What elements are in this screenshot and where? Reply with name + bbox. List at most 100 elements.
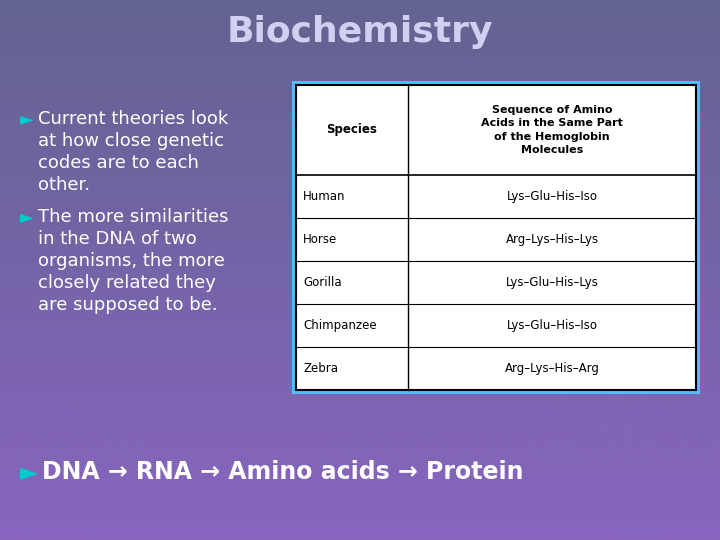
Text: Horse: Horse [303, 233, 337, 246]
Bar [0, 465, 720, 472]
Bar [0, 47, 720, 54]
Bar [0, 291, 720, 297]
Bar [0, 372, 720, 378]
Bar [0, 162, 720, 168]
Text: ►: ► [20, 460, 38, 484]
Bar [0, 115, 720, 122]
Bar [0, 87, 720, 94]
Text: Gorilla: Gorilla [303, 276, 341, 289]
Bar [0, 330, 720, 338]
Bar [0, 459, 720, 465]
Bar [0, 399, 720, 405]
Text: Sequence of Amino
Acids in the Same Part
of the Hemoglobin
Molecules: Sequence of Amino Acids in the Same Part… [481, 105, 623, 155]
Bar [0, 472, 720, 480]
Bar [0, 480, 720, 486]
Bar [0, 60, 720, 68]
Bar [0, 351, 720, 357]
Text: organisms, the more: organisms, the more [38, 252, 225, 270]
Bar [0, 68, 720, 74]
Bar [0, 411, 720, 418]
Text: Lys–Glu–His–Iso: Lys–Glu–His–Iso [506, 190, 598, 203]
Text: Current theories look: Current theories look [38, 110, 228, 128]
Bar [0, 74, 720, 81]
Bar [0, 183, 720, 189]
Bar [0, 216, 720, 222]
Bar [0, 202, 720, 209]
Text: are supposed to be.: are supposed to be. [38, 296, 217, 314]
Text: Chimpanzee: Chimpanzee [303, 319, 377, 332]
Bar [0, 33, 720, 40]
Bar [0, 492, 720, 500]
Bar [0, 122, 720, 128]
Bar [0, 94, 720, 102]
Text: Lys–Glu–His–Iso: Lys–Glu–His–Iso [506, 319, 598, 332]
Bar [0, 418, 720, 426]
Bar [0, 6, 720, 14]
Bar [296, 85, 696, 390]
Text: at how close genetic: at how close genetic [38, 132, 224, 150]
Bar [0, 270, 720, 276]
Text: ►: ► [20, 208, 34, 226]
Bar [0, 81, 720, 87]
Bar [0, 27, 720, 33]
Bar [0, 405, 720, 411]
Text: Lys–Glu–His–Lys: Lys–Glu–His–Lys [505, 276, 598, 289]
Bar [0, 297, 720, 303]
Bar [0, 486, 720, 492]
Text: Biochemistry: Biochemistry [227, 15, 493, 49]
Bar [0, 256, 720, 263]
Bar [0, 378, 720, 384]
Bar [0, 102, 720, 108]
Bar [0, 249, 720, 256]
Bar [0, 364, 720, 372]
Bar [0, 148, 720, 156]
Text: in the DNA of two: in the DNA of two [38, 230, 197, 248]
Bar [0, 189, 720, 195]
Text: Species: Species [327, 124, 377, 137]
Bar [292, 81, 700, 394]
Bar [0, 324, 720, 330]
Text: Zebra: Zebra [303, 362, 338, 375]
Bar [0, 317, 720, 324]
Bar [0, 176, 720, 183]
Bar [0, 432, 720, 438]
Bar [0, 168, 720, 176]
Bar [0, 500, 720, 507]
Text: Arg–Lys–His–Arg: Arg–Lys–His–Arg [505, 362, 600, 375]
Bar [0, 141, 720, 149]
Bar [0, 284, 720, 291]
Bar [0, 128, 720, 135]
Bar [0, 384, 720, 391]
Bar [0, 108, 720, 115]
Bar [0, 156, 720, 162]
Bar [0, 276, 720, 284]
Bar [0, 135, 720, 141]
Bar [0, 345, 720, 351]
Bar [0, 526, 720, 534]
Bar [0, 20, 720, 27]
Bar [0, 507, 720, 513]
Bar [0, 392, 720, 399]
Text: Human: Human [303, 190, 346, 203]
Bar [0, 303, 720, 310]
Text: DNA → RNA → Amino acids → Protein: DNA → RNA → Amino acids → Protein [42, 460, 523, 484]
Bar [0, 519, 720, 526]
Bar [0, 534, 720, 540]
Bar [0, 195, 720, 202]
Bar [0, 0, 720, 6]
Bar [0, 222, 720, 230]
Bar [0, 40, 720, 47]
Text: closely related they: closely related they [38, 274, 216, 292]
Bar [0, 54, 720, 60]
Bar [0, 446, 720, 453]
Bar [0, 310, 720, 317]
Bar [0, 357, 720, 364]
Text: codes are to each: codes are to each [38, 154, 199, 172]
Bar [0, 338, 720, 345]
Bar [0, 14, 720, 20]
Bar [0, 263, 720, 270]
Bar [0, 453, 720, 459]
Bar [0, 243, 720, 249]
Bar [296, 85, 696, 390]
Text: ►: ► [20, 110, 34, 128]
